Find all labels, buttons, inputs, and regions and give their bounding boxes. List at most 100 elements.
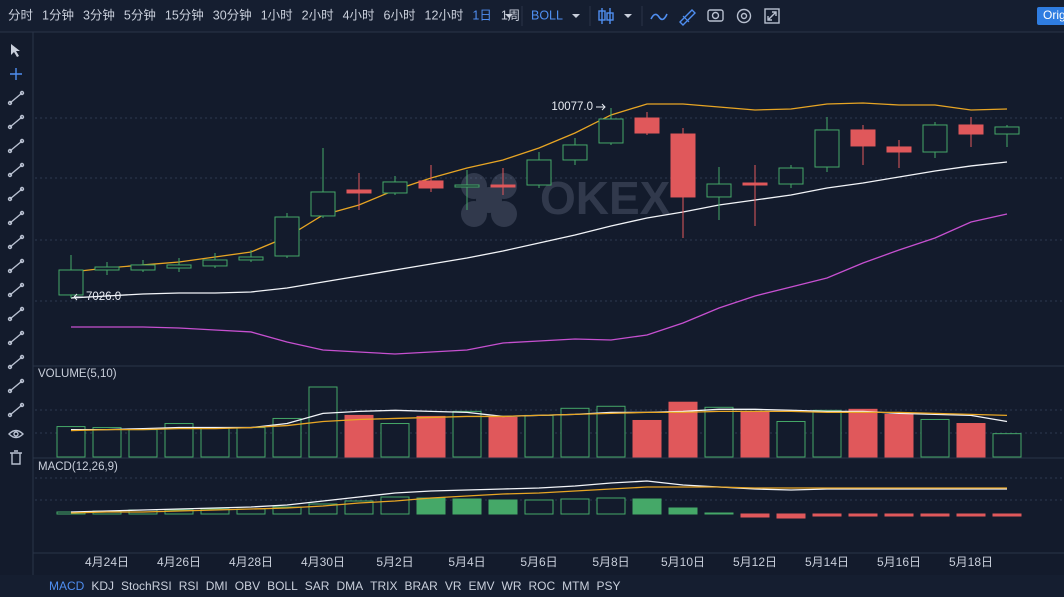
indicator-tab[interactable]: WR: [502, 579, 522, 593]
interval-option[interactable]: 1分钟: [42, 7, 74, 22]
tool-icon[interactable]: [10, 450, 22, 465]
indicator-tab[interactable]: SAR: [305, 579, 330, 593]
indicator-icon[interactable]: [650, 13, 668, 21]
watermark: OKEX: [461, 172, 671, 227]
volume-bar: [704, 406, 734, 458]
volume-bar: [380, 423, 410, 458]
indicator-tab[interactable]: EMV: [468, 579, 494, 593]
macd-bar: [344, 500, 374, 515]
tool-icon[interactable]: [10, 68, 22, 80]
interval-option[interactable]: 3分钟: [83, 7, 115, 22]
indicator-tab[interactable]: PSY: [597, 579, 621, 593]
interval-option[interactable]: 5分钟: [124, 7, 156, 22]
volume-bar: [128, 429, 158, 458]
volume-bar: [848, 408, 878, 458]
macd-bar: [992, 513, 1022, 517]
low-arrow: [73, 293, 83, 301]
macd-line: [70, 486, 1007, 514]
candle-body: [634, 117, 660, 134]
x-tick-label: 5月10日: [661, 555, 705, 569]
tool-icon[interactable]: [7, 282, 25, 298]
x-tick-label: 4月24日: [85, 555, 129, 569]
candle-body: [670, 133, 696, 198]
indicator-tab[interactable]: RSI: [179, 579, 199, 593]
interval-option[interactable]: 12小时: [425, 8, 464, 22]
interval-option[interactable]: 1小时: [261, 8, 293, 22]
volume-ma-line: [70, 410, 1008, 432]
macd-bar: [632, 498, 662, 515]
indicator-tab[interactable]: TRIX: [370, 579, 397, 593]
x-tick-label: 5月8日: [592, 555, 629, 569]
tool-icon[interactable]: [7, 306, 25, 322]
tool-icon[interactable]: [7, 138, 25, 154]
macd-bar: [560, 498, 590, 515]
orig-button-label[interactable]: Orig: [1043, 8, 1064, 22]
indicator-tab[interactable]: DMI: [206, 579, 228, 593]
high-label: 10077.0: [551, 101, 593, 113]
screenshot-icon[interactable]: [707, 9, 724, 22]
tool-icon[interactable]: [11, 44, 20, 57]
indicator-tab[interactable]: MACD: [49, 579, 85, 593]
indicator-tab[interactable]: KDJ: [91, 579, 114, 593]
dropdown-arrow[interactable]: [572, 14, 580, 18]
interval-option[interactable]: 2小时: [302, 8, 334, 22]
draw-icon[interactable]: [679, 9, 696, 26]
interval-option[interactable]: 分时: [8, 8, 34, 22]
candle-body: [346, 189, 372, 194]
dropdown-arrow[interactable]: [624, 14, 632, 18]
x-tick-label: 5月2日: [376, 555, 413, 569]
candle-type-icon[interactable]: [598, 8, 614, 24]
tool-icon[interactable]: [7, 330, 25, 346]
orig-button[interactable]: [1037, 7, 1064, 25]
settings-icon[interactable]: [736, 8, 752, 24]
tool-icon[interactable]: [7, 114, 25, 130]
interval-option[interactable]: 30分钟: [213, 7, 252, 22]
tool-icon[interactable]: [7, 234, 25, 250]
indicator-tab[interactable]: BOLL: [267, 579, 298, 593]
indicator-select[interactable]: BOLL: [531, 8, 563, 22]
interval-option[interactable]: 1日: [472, 8, 491, 22]
indicator-tab[interactable]: ROC: [529, 579, 556, 593]
macd-bar: [704, 512, 734, 515]
indicator-tab[interactable]: OBV: [235, 579, 260, 593]
indicator-tab[interactable]: StochRSI: [121, 579, 172, 593]
candle-body: [598, 118, 624, 144]
tool-icon[interactable]: [7, 90, 25, 106]
macd-bar: [776, 513, 806, 519]
tool-icon[interactable]: [7, 186, 25, 202]
macd-bar: [596, 497, 626, 515]
tool-icon[interactable]: [8, 429, 24, 439]
tool-icon[interactable]: [7, 402, 25, 418]
indicator-tab[interactable]: DMA: [336, 579, 363, 593]
indicator-tab[interactable]: BRAR: [404, 579, 438, 593]
candle-body: [562, 144, 588, 161]
candle-body: [742, 182, 768, 186]
volume-bar: [956, 423, 986, 458]
interval-option[interactable]: 6小时: [384, 8, 416, 22]
tool-icon[interactable]: [7, 210, 25, 226]
tool-icon[interactable]: [7, 354, 25, 370]
fullscreen-icon[interactable]: [764, 8, 780, 24]
x-tick-label: 4月30日: [301, 555, 345, 569]
interval-option[interactable]: 4小时: [343, 8, 375, 22]
watermark-text: OKEX: [540, 172, 671, 224]
volume-bar: [236, 427, 266, 458]
candle-body: [490, 184, 516, 188]
interval-option[interactable]: 15分钟: [165, 7, 204, 22]
tool-icon[interactable]: [7, 162, 25, 178]
candle-body: [130, 264, 156, 271]
tool-icon[interactable]: [7, 378, 25, 394]
bollinger-line: [70, 161, 1008, 299]
dropdown-arrow[interactable]: [505, 14, 513, 18]
macd-bar: [848, 513, 878, 517]
candle-body: [310, 191, 336, 217]
indicator-tab[interactable]: MTM: [562, 579, 589, 593]
indicator-tab[interactable]: VR: [445, 579, 462, 593]
indicator-tabs: MACD KDJ StochRSI RSI DMI OBV BOLL SAR DMA TRIX BR…: [49, 579, 621, 593]
candle-body: [418, 180, 444, 189]
volume-bar: [776, 420, 806, 458]
volume-bar: [56, 426, 86, 458]
macd-bar: [416, 497, 446, 515]
tool-icon[interactable]: [7, 258, 25, 274]
interval-group: 分时 1分钟 3分钟 5分钟 15分钟 30分钟 1小时 2小时 4小时 6小时 12小时 1日 1周: [8, 7, 520, 22]
